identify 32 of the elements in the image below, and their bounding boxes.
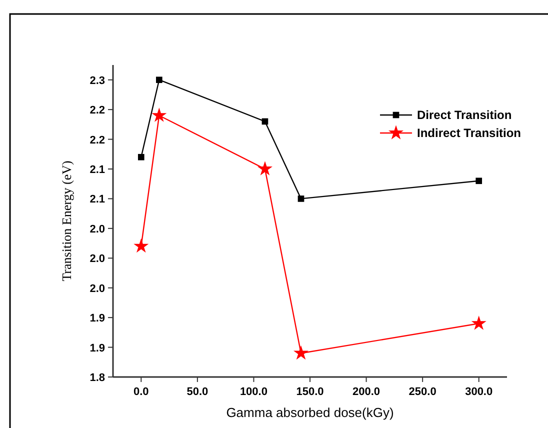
y-axis-title: Transition Energy (eV)	[59, 160, 74, 282]
y-tick-label: 2.0	[90, 253, 105, 266]
legend-label: Indirect Transition	[417, 126, 522, 140]
y-tick-label: 2.1	[90, 194, 105, 206]
y-tick-label: 2.2	[90, 134, 105, 146]
point	[471, 316, 486, 330]
point	[293, 345, 309, 360]
point	[138, 154, 144, 160]
x-tick-label: 150.0	[296, 386, 324, 398]
x-tick-label: 250.0	[408, 386, 436, 398]
legend-label: Direct Transition	[417, 108, 512, 122]
y-tick-label: 1.9	[90, 312, 105, 325]
y-tick-label: 2.2	[90, 104, 105, 117]
x-tick-label: 50.0	[186, 386, 208, 398]
y-tick-label: 1.9	[90, 342, 105, 354]
point	[476, 178, 482, 184]
x-tick-label: 0.0	[133, 386, 149, 398]
point	[298, 196, 304, 202]
x-tick-label: 300.0	[465, 386, 493, 398]
x-tick-label: 200.0	[352, 386, 380, 398]
y-tick-label: 2.1	[90, 164, 105, 176]
point	[257, 161, 272, 176]
point	[134, 238, 149, 253]
point	[152, 108, 167, 122]
x-tick-label: 100.0	[240, 386, 268, 398]
y-tick-label: 2.0	[90, 223, 105, 236]
y-tick-label: 1.8	[90, 372, 105, 384]
x-axis-title: Gamma absorbed dose(kGy)	[226, 405, 394, 420]
point	[156, 76, 162, 84]
y-tick-label: 2.3	[90, 74, 105, 87]
y-tick-label: 2.0	[90, 282, 105, 295]
point	[262, 118, 268, 125]
